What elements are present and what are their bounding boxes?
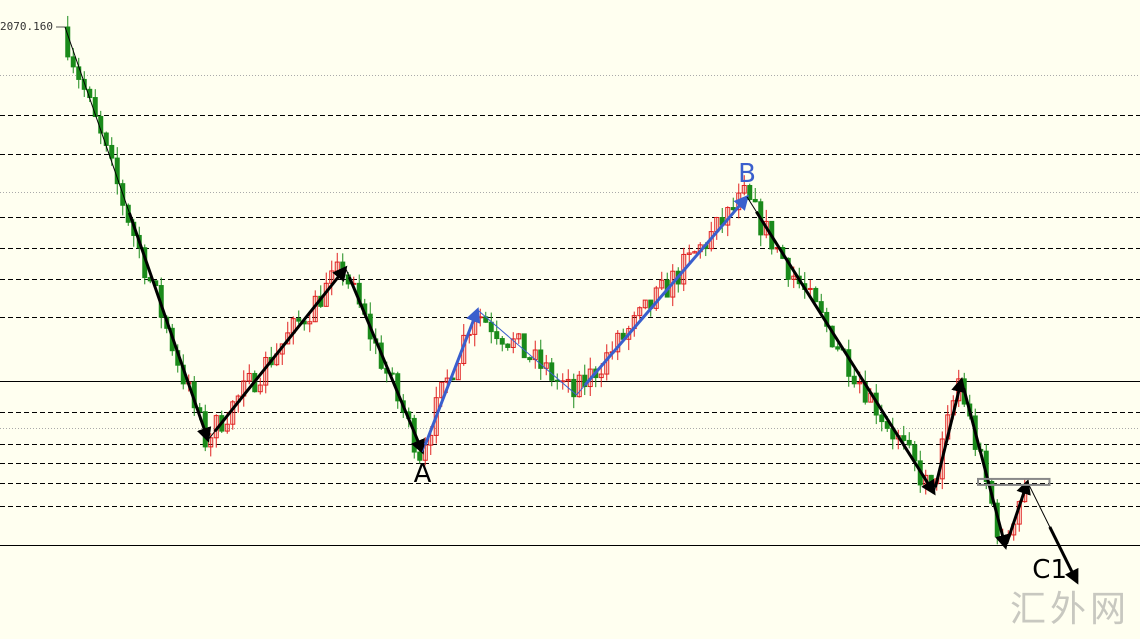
candle-body	[928, 474, 934, 485]
candle-body	[433, 397, 439, 436]
candle-body	[76, 66, 82, 80]
candle-body	[488, 321, 494, 333]
candle-body	[598, 373, 604, 379]
wave-arrow	[1048, 526, 1079, 585]
candle-body	[879, 414, 885, 423]
candle-body	[752, 198, 758, 203]
candle-body	[939, 438, 945, 480]
candle-body	[510, 338, 516, 348]
candle-body	[114, 157, 120, 185]
candle-body	[296, 318, 302, 322]
candle-body	[92, 97, 98, 117]
candle-body	[901, 435, 907, 441]
top-price-label: 2070.160	[0, 20, 53, 33]
candle-body	[527, 357, 533, 361]
candle-body	[494, 331, 500, 340]
candle-body	[565, 378, 571, 382]
wave-arrow	[933, 377, 966, 488]
candle-body	[505, 343, 511, 348]
candle-body	[70, 56, 76, 68]
candle-body	[246, 372, 252, 382]
candle-body	[439, 381, 445, 399]
zigzag-line	[477, 309, 577, 396]
candle-body	[835, 346, 841, 350]
candle-body	[642, 299, 648, 309]
wave-arrow	[213, 265, 348, 433]
candle-body	[109, 144, 115, 159]
candle-body	[807, 287, 813, 291]
candle-body	[428, 434, 434, 446]
wave-label-c1: C1	[1032, 555, 1067, 585]
wave-arrow	[755, 210, 936, 496]
candle-body	[791, 275, 797, 280]
candle-body	[785, 257, 791, 280]
candle-body	[857, 381, 863, 385]
candle-body	[576, 374, 582, 398]
wave-label-b: B	[738, 159, 756, 189]
candle-body	[224, 423, 230, 432]
candle-body	[516, 333, 522, 340]
candle-body	[477, 316, 483, 319]
wave-label-a: A	[414, 459, 432, 489]
candle-body	[747, 185, 753, 200]
candle-body	[307, 321, 313, 325]
wave-arrow	[127, 212, 212, 443]
candle-body	[686, 252, 692, 255]
candle-body	[692, 251, 698, 254]
wave-arrow	[347, 276, 425, 455]
candle-body	[499, 338, 505, 345]
candle-body	[554, 379, 560, 382]
wave-arrow	[423, 307, 481, 446]
wave-arrow	[1005, 479, 1031, 545]
candle-body	[659, 279, 665, 289]
candle-body	[257, 384, 263, 393]
candle-body	[851, 375, 857, 385]
candle-body	[549, 362, 555, 381]
wave-arrow	[583, 194, 749, 386]
candle-body	[521, 333, 527, 359]
candle-body	[906, 439, 912, 446]
candle-body	[81, 78, 87, 90]
candle-body	[637, 307, 643, 317]
resistance-box	[977, 477, 1051, 486]
candle-body	[741, 185, 747, 194]
wave-arrow	[962, 387, 1010, 550]
candle-body	[813, 287, 819, 303]
candle-body	[571, 378, 577, 398]
watermark: 汇外网	[1010, 589, 1131, 630]
candle-body	[538, 349, 544, 369]
